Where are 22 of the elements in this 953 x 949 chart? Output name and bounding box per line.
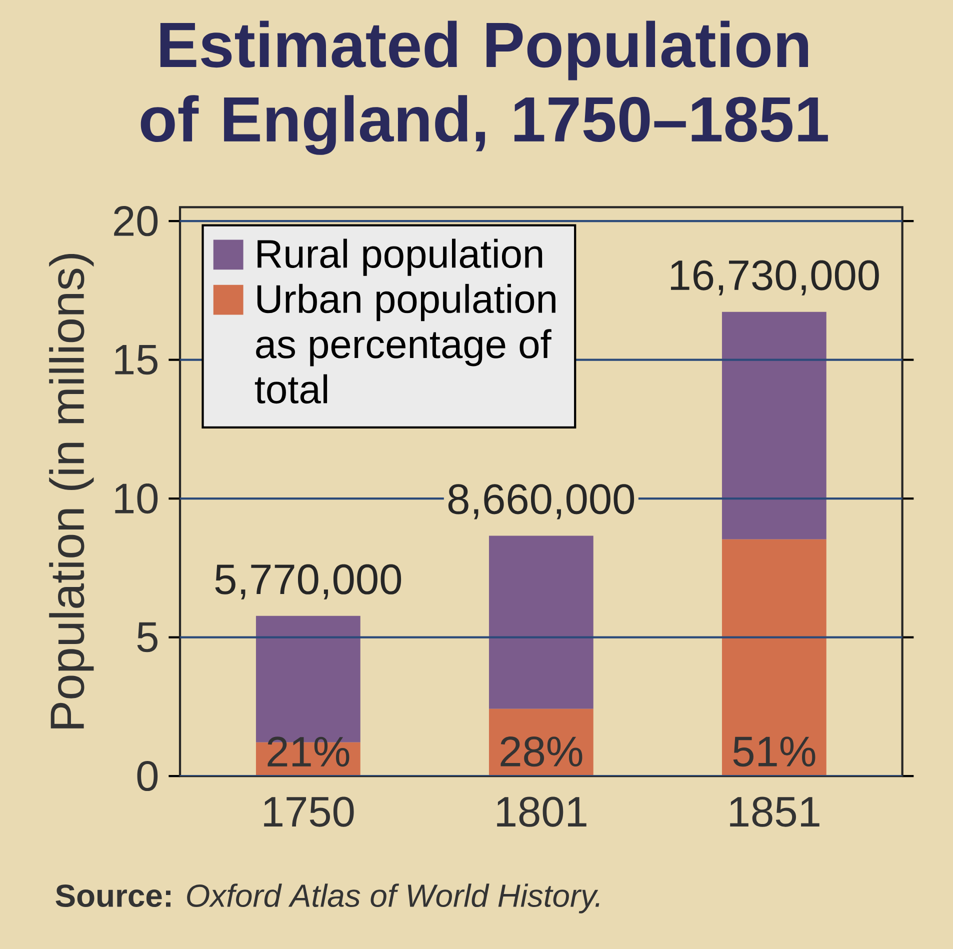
x-tick-label: 1750 [264,796,354,827]
y-tick-label: 15 [115,344,158,375]
bar [488,536,594,709]
legend-label: Rural population [258,238,542,276]
annotation: 28% [500,736,582,767]
x-tick-label: 1801 [497,796,586,827]
y-axis-title: Population (in millions) [49,254,94,728]
annotation: 21% [268,736,350,767]
y-tick-label: 20 [114,206,158,236]
total-label: 16,730,000 [670,260,879,296]
y-tick-label: 5 [137,622,158,652]
legend-label: Urban population as percentage of total [254,284,556,404]
total-label: 8,660,000 [448,484,634,520]
x-tick-label: 1851 [730,796,820,827]
text: Source: Oxford Atlas of World History. [56,884,600,914]
annotation: 51% [733,736,816,767]
bar [722,312,826,540]
total-label: 5,770,000 [215,564,402,600]
bar [722,539,826,776]
chart-title: Estimated Population of England, 1750–1851 [140,20,828,155]
y-tick-label: 10 [115,483,158,514]
y-tick-label: 0 [137,760,158,791]
